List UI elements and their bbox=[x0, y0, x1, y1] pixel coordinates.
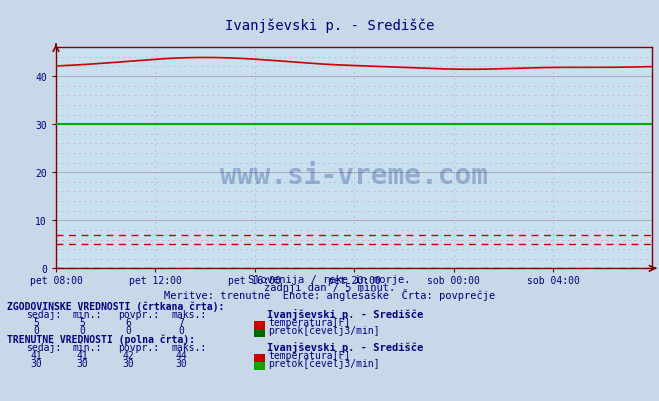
Text: 0: 0 bbox=[126, 326, 131, 336]
Text: pretok[čevelj3/min]: pretok[čevelj3/min] bbox=[268, 325, 380, 336]
Text: temperatura[F]: temperatura[F] bbox=[268, 350, 351, 360]
Text: 6: 6 bbox=[126, 318, 131, 328]
Text: Ivanjševski p. - Središče: Ivanjševski p. - Središče bbox=[267, 341, 423, 352]
Text: pretok[čevelj3/min]: pretok[čevelj3/min] bbox=[268, 357, 380, 368]
Text: povpr.:: povpr.: bbox=[119, 342, 159, 352]
Text: 41: 41 bbox=[30, 350, 42, 360]
Text: www.si-vreme.com: www.si-vreme.com bbox=[220, 162, 488, 190]
Text: zadnji dan / 5 minut.: zadnji dan / 5 minut. bbox=[264, 283, 395, 293]
Text: sedaj:: sedaj: bbox=[26, 342, 61, 352]
Text: maks.:: maks.: bbox=[171, 342, 206, 352]
Text: 0: 0 bbox=[80, 326, 85, 336]
Text: 30: 30 bbox=[76, 358, 88, 368]
Text: Slovenija / reke in morje.: Slovenija / reke in morje. bbox=[248, 275, 411, 285]
Text: Ivanjševski p. - Središče: Ivanjševski p. - Središče bbox=[225, 18, 434, 32]
Text: Ivanjševski p. - Središče: Ivanjševski p. - Središče bbox=[267, 309, 423, 320]
Text: min.:: min.: bbox=[72, 342, 102, 352]
Text: 44: 44 bbox=[175, 350, 187, 360]
Text: sedaj:: sedaj: bbox=[26, 310, 61, 320]
Text: 30: 30 bbox=[30, 358, 42, 368]
Text: maks.:: maks.: bbox=[171, 310, 206, 320]
Text: ZGODOVINSKE VREDNOSTI (črtkana črta):: ZGODOVINSKE VREDNOSTI (črtkana črta): bbox=[7, 300, 224, 311]
Text: 0: 0 bbox=[179, 326, 184, 336]
Text: 7: 7 bbox=[179, 318, 184, 328]
Text: povpr.:: povpr.: bbox=[119, 310, 159, 320]
Text: 5: 5 bbox=[34, 318, 39, 328]
Text: Meritve: trenutne  Enote: anglešaške  Črta: povprečje: Meritve: trenutne Enote: anglešaške Črta… bbox=[164, 289, 495, 301]
Text: 30: 30 bbox=[123, 358, 134, 368]
Text: 0: 0 bbox=[34, 326, 39, 336]
Text: 30: 30 bbox=[175, 358, 187, 368]
Text: TRENUTNE VREDNOSTI (polna črta):: TRENUTNE VREDNOSTI (polna črta): bbox=[7, 333, 194, 344]
Text: 42: 42 bbox=[123, 350, 134, 360]
Text: 41: 41 bbox=[76, 350, 88, 360]
Text: 5: 5 bbox=[80, 318, 85, 328]
Text: temperatura[F]: temperatura[F] bbox=[268, 318, 351, 328]
Text: min.:: min.: bbox=[72, 310, 102, 320]
